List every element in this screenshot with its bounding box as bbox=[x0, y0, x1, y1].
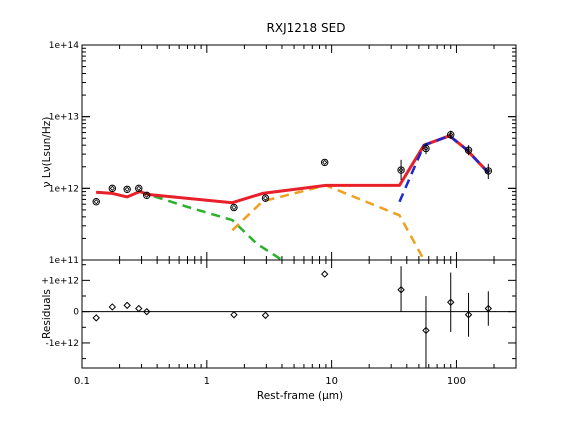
observation-marker bbox=[123, 185, 131, 193]
observation-marker bbox=[261, 194, 270, 202]
observation-marker bbox=[397, 166, 405, 174]
y-tick-label: 1e+13 bbox=[49, 113, 79, 123]
x-axis-label: Rest-frame (μm) bbox=[257, 390, 343, 402]
observation-marker bbox=[108, 184, 117, 193]
y-tick-label: 1e+14 bbox=[49, 41, 80, 51]
observation-marker bbox=[484, 167, 493, 175]
y-tick-label: 1e+11 bbox=[49, 256, 79, 266]
observation-marker-inner bbox=[423, 145, 429, 152]
observation-marker-inner bbox=[109, 185, 115, 191]
observation-marker-inner bbox=[231, 204, 237, 211]
residual-marker bbox=[320, 270, 329, 278]
residual-marker bbox=[422, 326, 430, 335]
observation-marker bbox=[230, 203, 238, 212]
residuals-panel: 0.1 1 10 100 +1e+12 0 -1e+12 Residuals bbox=[41, 259, 517, 387]
residual-marker bbox=[464, 311, 473, 319]
observation-marker-inner bbox=[322, 159, 328, 165]
y-tick-label: +1e+12 bbox=[41, 276, 79, 286]
residual-marker bbox=[261, 311, 270, 320]
residual-marker bbox=[135, 304, 143, 313]
observation-marker-inner bbox=[485, 168, 491, 174]
observation-marker bbox=[143, 191, 151, 199]
residuals-y-axis-label: Residuals bbox=[41, 289, 53, 339]
chart-title: RXJ1218 SED bbox=[267, 21, 346, 35]
model-curve bbox=[398, 134, 490, 203]
observation-marker bbox=[135, 184, 143, 193]
sed-observations bbox=[92, 130, 493, 212]
x-tick-label: 10 bbox=[325, 376, 338, 387]
residual-marker bbox=[123, 301, 131, 310]
observation-marker-inner bbox=[124, 186, 130, 192]
observation-marker bbox=[464, 146, 473, 154]
residual-marker bbox=[92, 314, 100, 322]
residual-marker bbox=[484, 304, 493, 313]
sed-panel: 1e+11 1e+12 1e+13 1e+14 ν Lν(Lsun/Hz) bbox=[41, 41, 517, 266]
observation-marker-inner bbox=[93, 199, 99, 205]
y-tick-label: 0 bbox=[73, 308, 79, 318]
x-tick-label: 1 bbox=[204, 376, 210, 387]
x-tick-label: 100 bbox=[447, 376, 466, 387]
observation-marker-inner bbox=[448, 132, 454, 138]
residuals-plot-frame bbox=[81, 259, 517, 369]
y-tick-label: 1e+12 bbox=[49, 184, 79, 194]
observation-marker bbox=[92, 198, 100, 206]
residuals-axis-ticks: 0.1 1 10 100 +1e+12 0 -1e+12 bbox=[41, 260, 517, 387]
observation-marker-inner bbox=[136, 185, 142, 191]
observation-marker bbox=[447, 131, 455, 139]
sed-y-axis-label: ν Lν(Lsun/Hz) bbox=[41, 117, 53, 188]
observation-marker bbox=[422, 144, 430, 153]
sed-axis-ticks: 1e+11 1e+12 1e+13 1e+14 bbox=[49, 41, 517, 266]
observation-marker-inner bbox=[144, 192, 150, 198]
observation-marker-inner bbox=[465, 147, 472, 153]
residual-points bbox=[92, 266, 493, 368]
residual-marker bbox=[397, 286, 405, 294]
observation-marker-inner bbox=[398, 167, 404, 173]
residual-marker bbox=[108, 303, 117, 311]
residual-marker bbox=[230, 311, 238, 319]
y-tick-label: -1e+12 bbox=[45, 339, 79, 349]
observation-marker bbox=[321, 158, 329, 167]
observation-marker-inner bbox=[262, 195, 269, 201]
x-tick-label: 0.1 bbox=[74, 376, 90, 387]
residual-marker bbox=[143, 307, 151, 316]
residual-marker bbox=[447, 298, 455, 306]
